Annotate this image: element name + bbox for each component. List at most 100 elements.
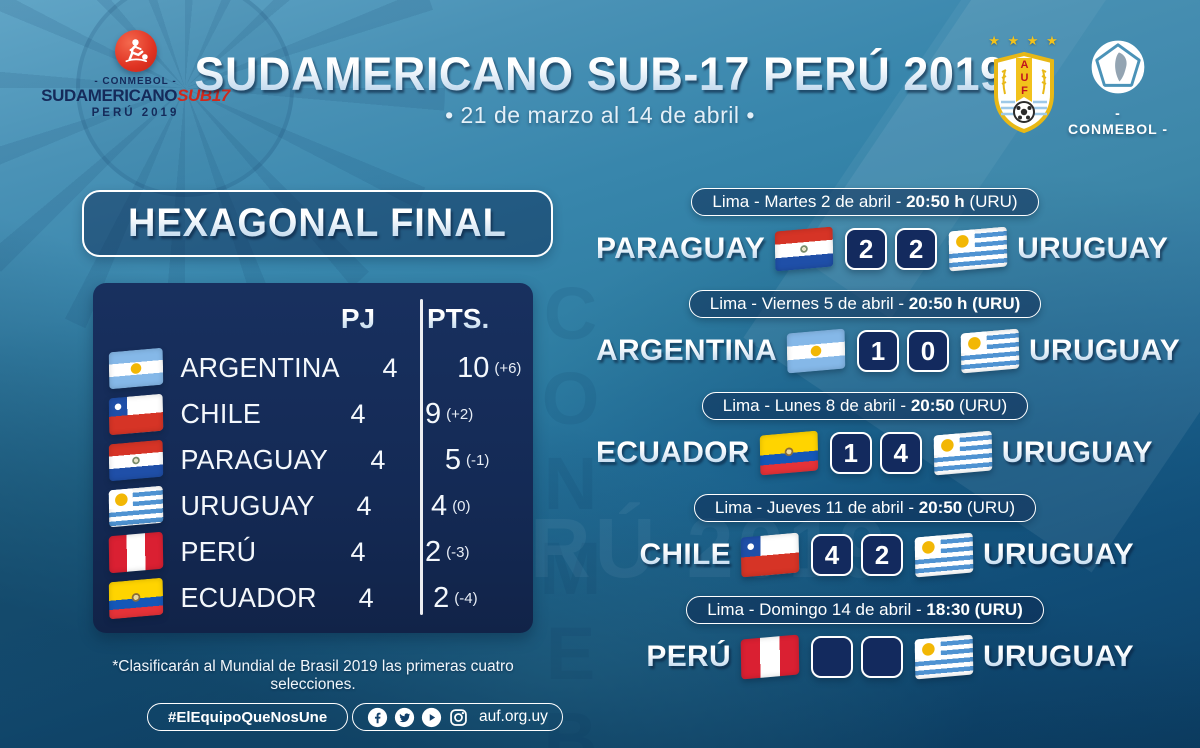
score-pair	[809, 636, 905, 678]
away-score-box: 2	[895, 228, 938, 270]
match-venue-date: Lima - Lunes 8 de abril -	[722, 396, 911, 415]
fixtures-list: Lima - Martes 2 de abril - 20:50 h (URU)…	[596, 188, 1180, 698]
facebook-icon[interactable]	[367, 707, 388, 728]
away-team-name: URUGUAY	[1029, 334, 1181, 367]
home-score: 4	[824, 539, 840, 570]
home-team-name: CHILE	[596, 538, 731, 572]
score-pair: 2 2	[843, 228, 939, 270]
away-team-name: URUGUAY	[982, 640, 1134, 673]
pts-cell: 10 (+6)	[433, 352, 551, 385]
pts-cell: 2 (-3)	[401, 536, 519, 569]
away-score: 2	[908, 233, 924, 264]
hexagonal-final-title: HEXAGONAL FINAL	[128, 201, 507, 245]
standings-table: PJ PTS. ARGENTINA 4 10 (+6) CHILE 4 9 (+2)…	[93, 283, 533, 633]
hashtag-pill[interactable]: #ElEquipoQueNosUne	[147, 703, 349, 731]
pj-value: 4	[370, 444, 386, 475]
pts-value: 2	[425, 535, 442, 568]
instagram-icon[interactable]	[448, 707, 469, 728]
fixture-paraguay-uruguay: Lima - Martes 2 de abril - 20:50 h (URU)…	[596, 188, 1168, 290]
pts-cell: 5 (-1)	[421, 444, 539, 477]
match-venue-date: Lima - Domingo 14 de abril -	[707, 600, 927, 619]
match-time: 20:50 h (URU)	[908, 294, 1021, 313]
away-score-box: 2	[860, 534, 903, 576]
peru-flag-icon	[740, 634, 800, 680]
logo-name: SUDAMERICANOSUB17	[28, 87, 243, 105]
table-row: ECUADOR 4 2 (-4)	[93, 575, 533, 621]
pts-cell: 9 (+2)	[401, 398, 519, 431]
goal-diff: (-4)	[454, 589, 478, 607]
twitter-icon[interactable]	[394, 707, 415, 728]
peru-flag-icon	[108, 531, 164, 573]
match-row: ECUADOR 1 4 URUGUAY	[596, 430, 1153, 476]
website-link[interactable]: auf.org.uy	[479, 708, 548, 725]
auf-logo: ★ ★ ★ ★ AUF	[986, 33, 1062, 134]
pts-value: 9	[425, 397, 442, 430]
pj-value: 4	[350, 398, 366, 429]
pj-value: 4	[382, 352, 398, 383]
home-team-name: PERÚ	[596, 640, 731, 674]
ecuador-flag-icon	[759, 430, 819, 476]
column-header-pj: PJ	[315, 303, 401, 335]
pts-value: 4	[431, 489, 448, 522]
fixture-argentina-uruguay: Lima - Viernes 5 de abril - 20:50 h (URU…	[596, 290, 1180, 392]
table-header: PJ PTS.	[93, 293, 533, 345]
match-info-pill: Lima - Jueves 11 de abril - 20:50 (URU)	[693, 494, 1037, 522]
tournament-logo: - CONMEBOL - SUDAMERICANOSUB17 PERÚ 2019	[28, 30, 243, 119]
match-time: 20:50 h	[906, 192, 965, 211]
away-team-name: URUGUAY	[1017, 232, 1169, 265]
uruguay-flag-icon	[108, 485, 164, 527]
uruguay-flag-icon	[960, 328, 1020, 374]
chile-flag-icon	[740, 532, 800, 578]
table-row: PERÚ 4 2 (-3)	[93, 529, 533, 575]
logo-place: PERÚ 2019	[91, 106, 180, 119]
pj-value: 4	[350, 536, 366, 567]
match-info-pill: Lima - Martes 2 de abril - 20:50 h (URU)	[691, 188, 1039, 216]
match-info-pill: Lima - Viernes 5 de abril - 20:50 h (URU…	[688, 290, 1042, 318]
match-row: CHILE 4 2 URUGUAY	[596, 532, 1134, 578]
auf-letters: AUF	[1018, 59, 1031, 98]
table-row: ARGENTINA 4 10 (+6)	[93, 345, 533, 391]
goal-diff: (+6)	[494, 359, 522, 377]
goal-diff: (-3)	[446, 543, 470, 561]
fixture-chile-uruguay: Lima - Jueves 11 de abril - 20:50 (URU) …	[596, 494, 1134, 596]
footballer-icon	[114, 30, 157, 72]
home-score: 1	[870, 335, 886, 366]
conmebol-logo: - CONMEBOL -	[1068, 38, 1168, 137]
conmebol-emblem-icon	[1091, 40, 1145, 94]
away-score: 4	[893, 437, 909, 468]
away-score-box	[860, 636, 903, 678]
pts-cell: 4 (0)	[407, 490, 525, 523]
team-name: PARAGUAY	[180, 444, 329, 475]
team-name: ECUADOR	[180, 582, 317, 613]
logo-name-text: SUDAMERICANO	[41, 86, 177, 105]
table-divider	[420, 299, 423, 615]
match-row: ARGENTINA 1 0 URUGUAY	[596, 328, 1180, 374]
uruguay-flag-icon	[914, 634, 974, 680]
score-pair: 4 2	[809, 534, 905, 576]
goal-diff: (0)	[452, 497, 471, 515]
goal-diff: (+2)	[446, 405, 474, 423]
match-info-pill: Lima - Domingo 14 de abril - 18:30 (URU)	[686, 596, 1044, 624]
away-score: 2	[874, 539, 890, 570]
hashtag-text: #ElEquipoQueNosUne	[168, 708, 328, 726]
home-team-name: PARAGUAY	[596, 232, 766, 265]
logo-conmebol-label: - CONMEBOL -	[28, 76, 243, 87]
table-row: CHILE 4 9 (+2)	[93, 391, 533, 437]
youtube-icon[interactable]	[421, 707, 442, 728]
away-score: 0	[920, 335, 936, 366]
qualification-footnote: *Clasificarán al Mundial de Brasil 2019 …	[112, 658, 514, 693]
home-score: 2	[858, 233, 874, 264]
score-pair: 1 4	[828, 432, 924, 474]
uruguay-flag-icon	[933, 430, 993, 476]
home-score-box: 1	[829, 432, 872, 474]
column-header-pts: PTS.	[401, 303, 519, 335]
pj-value: 4	[356, 490, 372, 521]
match-timezone: (URU)	[954, 396, 1008, 415]
away-score-box: 4	[879, 432, 922, 474]
home-team-name: ECUADOR	[596, 436, 750, 469]
pts-cell: 2 (-4)	[409, 582, 527, 615]
match-time: 20:50	[910, 396, 955, 415]
away-score-box: 0	[907, 330, 950, 372]
uruguay-flag-icon	[948, 226, 1008, 272]
pts-value: 10	[457, 351, 490, 384]
